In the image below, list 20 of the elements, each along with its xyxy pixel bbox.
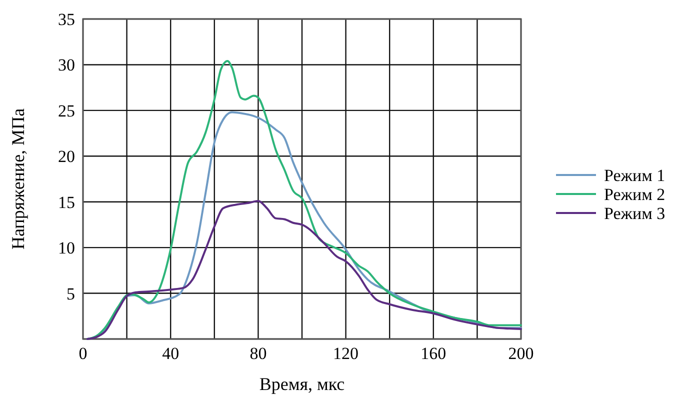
x-axis-title: Время, мкс	[259, 374, 345, 394]
y-tick-label: 15	[58, 192, 75, 212]
y-tick-label: 20	[58, 147, 75, 166]
line-series	[86, 200, 522, 340]
x-tick-label: 0	[78, 344, 88, 363]
y-tick-label: 5	[66, 284, 75, 304]
legend-label: Режим 1	[604, 166, 666, 185]
y-tick-label: 30	[58, 56, 75, 75]
y-axis-title: Напряжение, МПа	[8, 108, 28, 250]
y-tick-label: 35	[58, 10, 75, 29]
x-tick-label: 200	[508, 344, 534, 363]
y-tick-label: 25	[58, 101, 75, 120]
x-tick-label: 40	[162, 344, 180, 363]
legend-label: Режим 2	[604, 185, 666, 204]
x-tick-label: 80	[250, 344, 267, 363]
x-tick-label: 120	[333, 344, 359, 363]
line-series	[86, 60, 522, 340]
x-tick-label: 160	[420, 344, 446, 363]
legend-label: Режим 3	[604, 204, 666, 223]
y-tick-label: 10	[58, 238, 75, 258]
